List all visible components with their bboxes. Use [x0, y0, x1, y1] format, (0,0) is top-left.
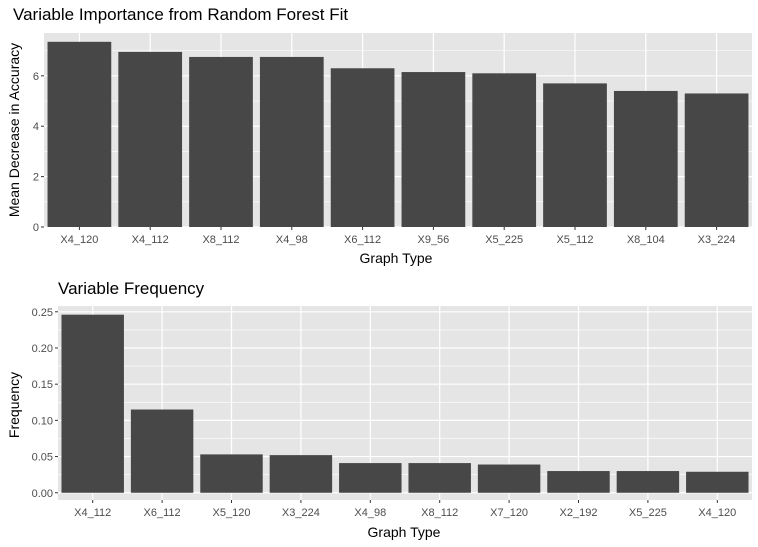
importance-y-tick-label: 6: [33, 71, 39, 83]
frequency-x-tick-label: X8_112: [421, 507, 458, 519]
frequency-bar: [130, 409, 194, 493]
importance-x-tick-label: X9_56: [417, 234, 449, 246]
importance-bar: [684, 93, 749, 227]
frequency-x-tick-label: X6_112: [144, 507, 181, 519]
importance-x-axis: X4_120 X4_112 X8_112 X4_98 X6_112 X9_56 X5_225…: [60, 227, 736, 246]
importance-x-tick-label: X3_224: [698, 234, 736, 246]
importance-x-axis-title: Graph Type: [360, 250, 433, 266]
frequency-x-tick-label: X5_225: [629, 507, 667, 519]
importance-bar: [259, 56, 324, 228]
frequency-y-axis-title: Frequency: [6, 372, 22, 438]
importance-x-tick-label: X8_104: [627, 234, 665, 246]
frequency-bar: [408, 463, 471, 493]
frequency-bar: [61, 314, 124, 493]
frequency-y-tick-label: 0.15: [32, 379, 53, 391]
frequency-x-tick-label: X5_120: [213, 507, 251, 519]
frequency-x-tick-label: X7_120: [490, 507, 528, 519]
frequency-x-tick-label: X3_224: [282, 507, 320, 519]
importance-bar: [189, 56, 253, 228]
importance-x-tick-label: X6_112: [344, 234, 381, 246]
importance-x-tick-label: X4_98: [276, 234, 308, 246]
importance-bar: [401, 72, 466, 228]
frequency-y-tick-label: 0.20: [32, 343, 53, 355]
frequency-bar: [477, 464, 541, 493]
frequency-y-tick-label: 0.05: [32, 452, 53, 464]
importance-bar: [613, 90, 678, 227]
importance-x-tick-label: X4_112: [132, 234, 169, 246]
importance-bar: [118, 51, 183, 227]
frequency-bar: [547, 471, 610, 493]
frequency-bar: [616, 471, 680, 493]
importance-chart: Variable Importance from Random Forest F…: [6, 5, 752, 266]
frequency-y-tick-label: 0.25: [32, 307, 53, 319]
frequency-y-tick-label: 0.00: [32, 488, 53, 500]
frequency-x-tick-label: X4_112: [74, 507, 111, 519]
importance-y-tick-label: 4: [33, 121, 39, 133]
importance-y-axis: 0 2 4 6: [33, 71, 44, 234]
importance-bar: [543, 83, 607, 227]
importance-y-tick-label: 0: [33, 222, 39, 234]
frequency-bar: [339, 463, 402, 493]
frequency-bar: [200, 454, 263, 493]
frequency-x-tick-label: X4_98: [354, 507, 386, 519]
importance-x-tick-label: X4_120: [60, 234, 98, 246]
importance-chart-title: Variable Importance from Random Forest F…: [13, 5, 348, 24]
importance-bar: [330, 68, 395, 227]
importance-bars: [47, 41, 749, 228]
frequency-chart-title: Variable Frequency: [58, 279, 205, 298]
frequency-y-axis: 0.00 0.05 0.10 0.15 0.20 0.25: [32, 307, 58, 500]
importance-bar: [472, 73, 537, 227]
importance-bar: [47, 41, 112, 228]
frequency-y-tick-label: 0.10: [32, 415, 53, 427]
frequency-bar: [269, 455, 333, 493]
frequency-x-tick-label: X2_192: [560, 507, 598, 519]
frequency-chart: Variable Frequency 0.000.050.100.150.200…: [6, 279, 752, 540]
importance-x-tick-label: X8_112: [202, 234, 239, 246]
frequency-x-tick-label: X4_120: [698, 507, 736, 519]
frequency-x-axis: X4_112 X6_112 X5_120 X3_224 X4_98 X8_112 X7_12…: [74, 500, 736, 519]
importance-x-tick-label: X5_112: [556, 234, 593, 246]
frequency-bar: [686, 471, 749, 493]
importance-y-tick-label: 2: [33, 172, 39, 184]
frequency-bars: [61, 314, 749, 493]
importance-y-axis-title: Mean Decrease in Accuracy: [6, 43, 22, 217]
frequency-x-axis-title: Graph Type: [368, 524, 441, 540]
importance-x-tick-label: X5_225: [485, 234, 523, 246]
